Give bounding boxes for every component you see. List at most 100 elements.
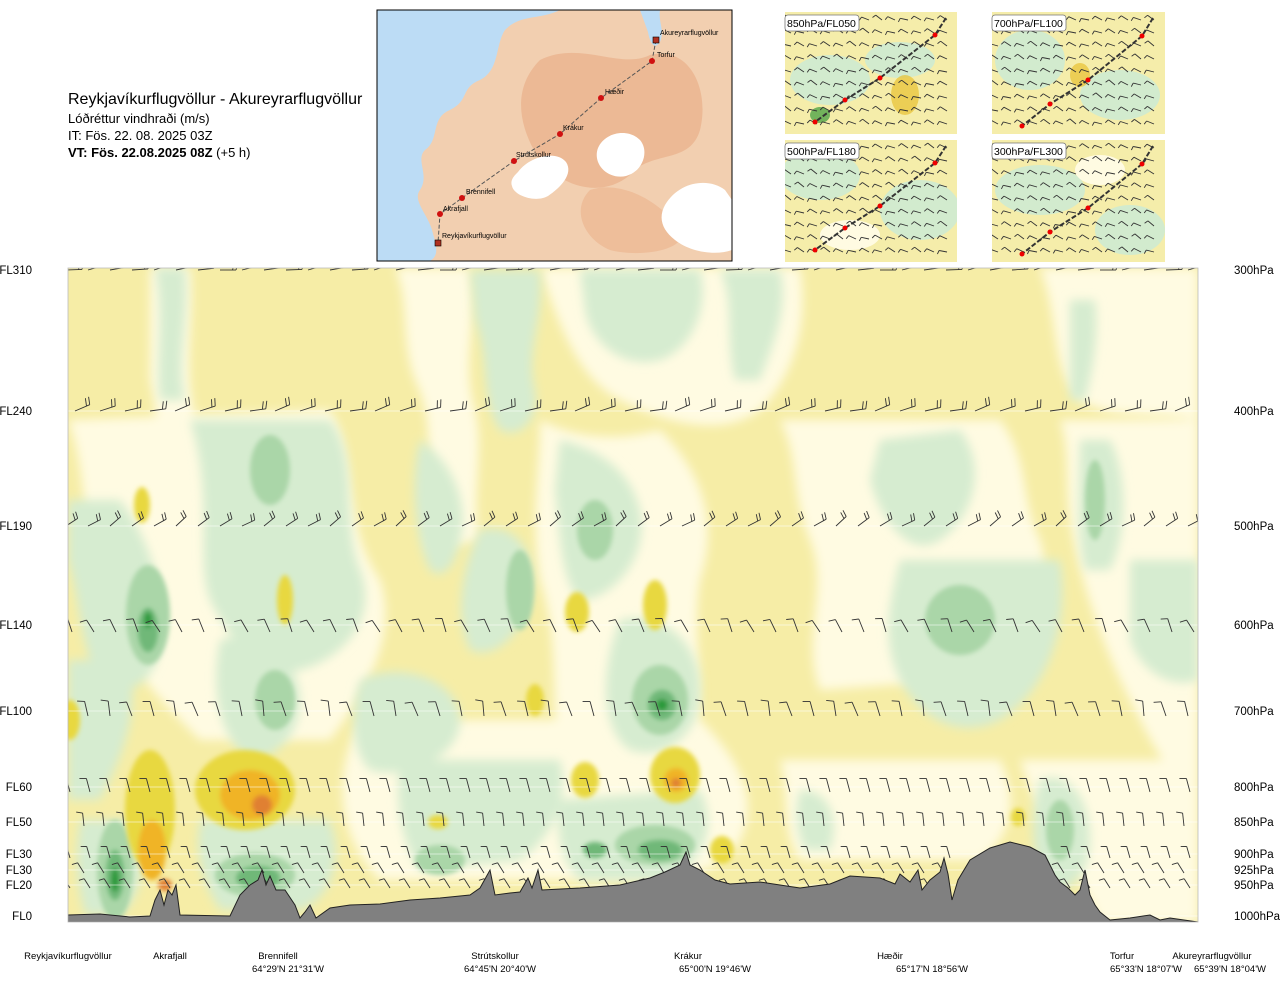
wind-barb-shaft — [246, 846, 251, 859]
wind-barb-flag — [782, 260, 783, 268]
waypoint-name: Akureyrarflugvöllur — [1172, 951, 1251, 962]
wind-barb-shaft — [1029, 80, 1038, 86]
wind-barb-flag — [1084, 398, 1087, 407]
wind-barb-flag — [1044, 512, 1047, 520]
wind-barb-shaft — [939, 235, 948, 240]
wind-barb-shaft — [765, 778, 771, 793]
wind-barb-shaft — [280, 701, 287, 717]
wind-barb-flag — [1179, 619, 1187, 623]
contour-shape — [870, 430, 975, 546]
wind-barb-shaft — [102, 813, 105, 827]
wind-barb-shaft — [861, 171, 870, 175]
level-map-patch — [1095, 205, 1165, 255]
wind-barb-shaft — [109, 619, 117, 633]
wind-barb-flag — [631, 862, 638, 866]
wind-barb-flag — [269, 512, 273, 520]
wind-barb-flag — [858, 42, 863, 46]
wind-barb-flag — [676, 811, 683, 814]
wind-barb-flag — [739, 619, 747, 623]
wind-barb-shaft — [307, 519, 321, 527]
wind-barb-flag — [1117, 235, 1121, 240]
wind-barb-flag — [859, 118, 863, 122]
wind-barb-flag — [911, 862, 918, 866]
wind-barb-flag — [793, 170, 797, 175]
wind-barb-flag — [806, 248, 810, 253]
wind-barb-shaft — [1003, 96, 1012, 99]
wind-barb-shaft — [1094, 144, 1103, 149]
wind-barb-shaft — [237, 862, 245, 874]
wind-barb-flag — [1130, 82, 1134, 87]
wind-barb-flag — [1039, 93, 1044, 97]
wind-barb-shaft — [566, 701, 573, 717]
wind-barb-flag — [760, 699, 769, 702]
wind-barb-shaft — [848, 80, 857, 86]
wind-barb-shaft — [1068, 236, 1077, 240]
wind-barb-shaft — [861, 16, 870, 21]
pressure-level-label: 900hPa — [1234, 849, 1274, 861]
wind-barb-shaft — [757, 862, 765, 874]
wind-barb-shaft — [1107, 119, 1116, 125]
wind-barb-flag — [298, 878, 305, 881]
contour-shape — [638, 840, 682, 860]
wind-barb-shaft — [638, 618, 645, 633]
wind-barb-shaft — [917, 862, 925, 874]
wind-barb-shaft — [324, 406, 341, 412]
wind-barb-shaft — [905, 778, 911, 793]
wind-barb-shaft — [745, 778, 751, 793]
wind-barb-flag — [1000, 41, 1005, 45]
wind-barb-flag — [897, 208, 902, 213]
wind-barb-shaft — [861, 236, 870, 240]
wind-barb-shaft — [1094, 221, 1103, 227]
wind-barb-flag — [98, 878, 105, 881]
wind-barb-shaft — [914, 246, 922, 253]
wind-barb-flag — [96, 811, 103, 814]
wind-barb-flag — [491, 510, 496, 518]
wind-barb-flag — [1000, 236, 1004, 240]
wind-barb-shaft — [885, 778, 891, 793]
wind-barb-flag — [1117, 159, 1121, 164]
wind-barb-shaft — [1133, 182, 1142, 188]
wind-barb-flag — [1165, 400, 1168, 409]
wind-barb-shaft — [423, 878, 431, 889]
wind-barb-shaft — [946, 846, 951, 859]
wind-barb-flag — [1151, 862, 1158, 866]
wind-barb-flag — [275, 268, 277, 269]
wind-barb-flag — [897, 94, 902, 99]
wind-barb-shaft — [323, 878, 331, 889]
wind-barb-shaft — [352, 618, 359, 633]
wind-barb-shaft — [615, 516, 627, 527]
wind-barb-shaft — [615, 619, 623, 633]
wind-barb-shaft — [797, 247, 805, 253]
wind-barb-flag — [616, 811, 623, 814]
wind-barb-shaft — [874, 158, 883, 162]
wind-barb-flag — [426, 510, 430, 518]
wind-barb-flag — [376, 811, 383, 814]
contour-shape — [250, 435, 290, 505]
wind-barb-shaft — [927, 208, 935, 214]
wind-barb-shaft — [549, 516, 561, 527]
wind-barb-flag — [832, 42, 836, 47]
wind-barb-flag — [1091, 56, 1095, 60]
level-map-route — [1021, 145, 1154, 255]
wind-barb-flag — [781, 121, 784, 124]
wind-barb-flag — [910, 210, 914, 215]
wind-barb-shaft — [1056, 169, 1064, 175]
wind-barb-shaft — [737, 862, 745, 874]
wind-barb-flag — [56, 260, 57, 268]
wind-barb-flag — [1026, 235, 1031, 240]
wind-barb-flag — [816, 811, 823, 814]
wind-barb-flag — [1105, 53, 1109, 58]
wind-barb-shaft — [1177, 862, 1185, 874]
wind-barb-shaft — [351, 268, 369, 271]
wind-barb-shaft — [785, 194, 792, 201]
wind-barb-flag — [471, 862, 478, 866]
wind-barb-shaft — [107, 701, 111, 717]
wind-barb-flag — [910, 121, 914, 126]
wind-barb-flag — [1117, 121, 1121, 126]
wind-barb-shaft — [1165, 778, 1171, 793]
wind-barb-flag — [894, 619, 902, 623]
map-marker-strutskollur — [511, 158, 517, 164]
wind-barb-shaft — [887, 196, 896, 201]
wind-barb-flag — [578, 878, 585, 881]
wind-barb-flag — [1078, 43, 1082, 48]
